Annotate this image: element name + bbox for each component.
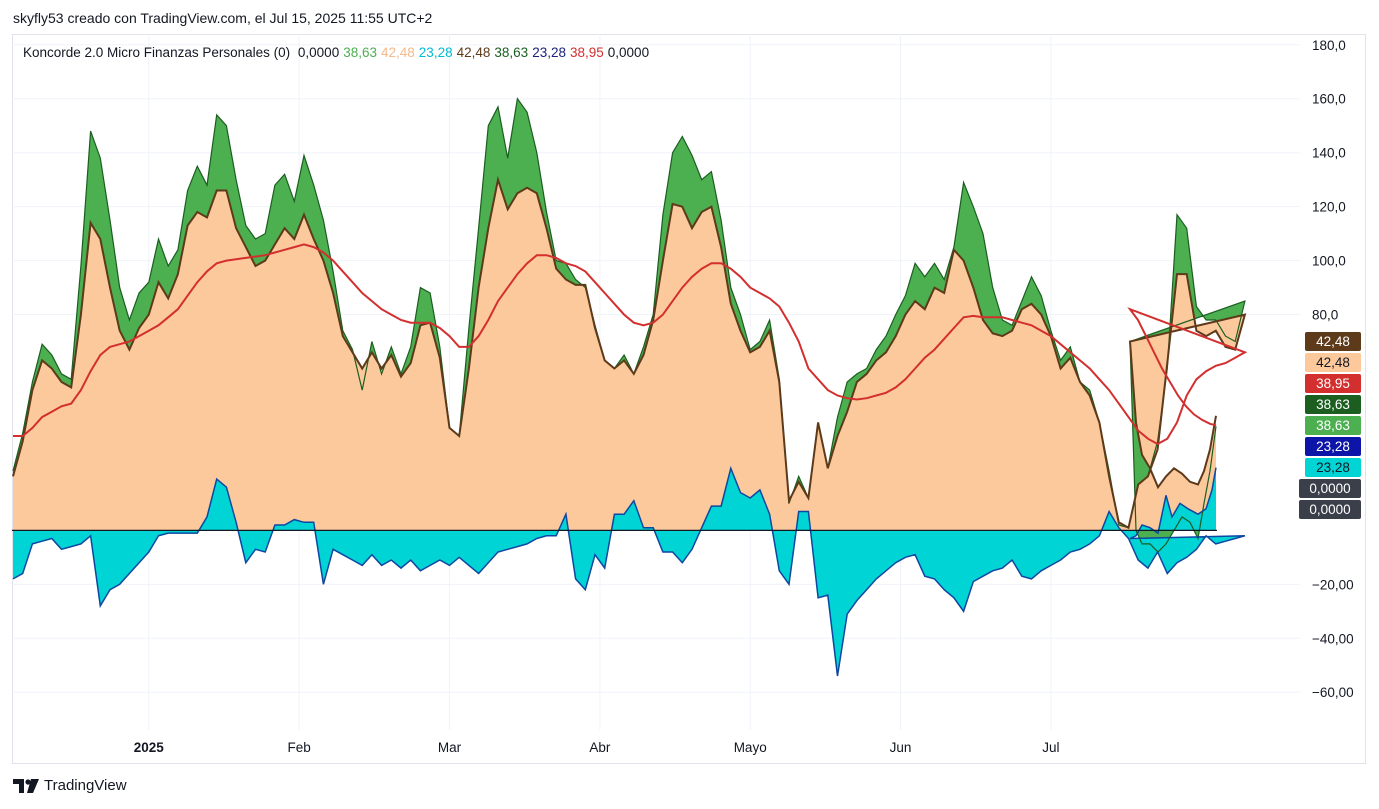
price-label: 0,0000 <box>1309 481 1350 496</box>
y-tick-label: −60,00 <box>1312 685 1354 700</box>
x-tick-label: 2025 <box>134 740 165 755</box>
legend-value: 38,63 <box>343 45 377 60</box>
indicator-legend[interactable]: Koncorde 2.0 Micro Finanzas Personales (… <box>23 45 657 60</box>
chart-attribution: skyfly53 creado con TradingView.com, el … <box>13 10 433 26</box>
x-tick-label: Jul <box>1042 740 1059 755</box>
price-label-box <box>1305 458 1361 477</box>
legend-value: 38,95 <box>569 45 604 60</box>
price-label: 38,63 <box>1316 397 1350 412</box>
price-label: 38,95 <box>1316 376 1350 391</box>
x-tick-label: Mar <box>438 740 462 755</box>
chart-frame <box>12 34 1366 764</box>
price-label-box <box>1299 500 1361 519</box>
price-label-box <box>1299 479 1361 498</box>
price-label: 0,0000 <box>1309 502 1350 517</box>
price-label-box <box>1305 416 1361 435</box>
price-label-box <box>1305 395 1361 414</box>
legend-title: Koncorde 2.0 Micro Finanzas Personales (… <box>23 45 291 60</box>
series-marron-line[interactable] <box>12 175 1247 530</box>
y-tick-label: 180,0 <box>1312 38 1346 53</box>
price-label: 38,63 <box>1316 418 1350 433</box>
legend-value: 42,48 <box>381 45 415 60</box>
price-label: 42,48 <box>1316 334 1350 349</box>
price-label-box <box>1305 353 1361 372</box>
y-tick-label: 160,0 <box>1312 92 1346 107</box>
price-label: 42,48 <box>1316 355 1350 370</box>
legend-value: 23,28 <box>418 45 453 60</box>
x-tick-label: Jun <box>890 740 912 755</box>
y-tick-label: 80,0 <box>1312 308 1338 323</box>
tradingview-logo[interactable]: TradingView <box>13 777 127 794</box>
series-azul-area <box>13 467 1245 677</box>
tradingview-brand: TradingView <box>44 777 127 794</box>
legend-value: 23,28 <box>532 45 566 60</box>
y-tick-label: −20,00 <box>1312 577 1354 592</box>
series-marron-area <box>13 179 1245 531</box>
tradingview-logo-icon <box>13 778 39 793</box>
legend-value: 0,0000 <box>607 45 650 60</box>
x-tick-label: Feb <box>288 740 311 755</box>
price-label: 23,28 <box>1316 460 1350 475</box>
legend-values: 0,0000 38,63 42,48 23,28 42,48 38,63 23,28 38,9… <box>298 45 653 60</box>
series-media-line[interactable] <box>13 243 1248 446</box>
price-label: 23,28 <box>1316 439 1350 454</box>
legend-value: 0,0000 <box>297 45 340 60</box>
y-tick-label: −40,00 <box>1312 631 1354 646</box>
legend-value: 38,63 <box>494 45 529 60</box>
y-tick-label: 120,0 <box>1312 200 1346 215</box>
price-label-box <box>1305 437 1361 456</box>
price-label-box <box>1305 374 1361 393</box>
y-tick-label: 100,0 <box>1312 254 1346 269</box>
x-tick-label: Abr <box>589 740 611 755</box>
price-label-box <box>1305 332 1361 351</box>
legend-value: 42,48 <box>456 45 491 60</box>
x-tick-label: Mayo <box>734 740 767 755</box>
series-azul-line[interactable] <box>12 465 1246 677</box>
y-tick-label: 140,0 <box>1312 146 1346 161</box>
